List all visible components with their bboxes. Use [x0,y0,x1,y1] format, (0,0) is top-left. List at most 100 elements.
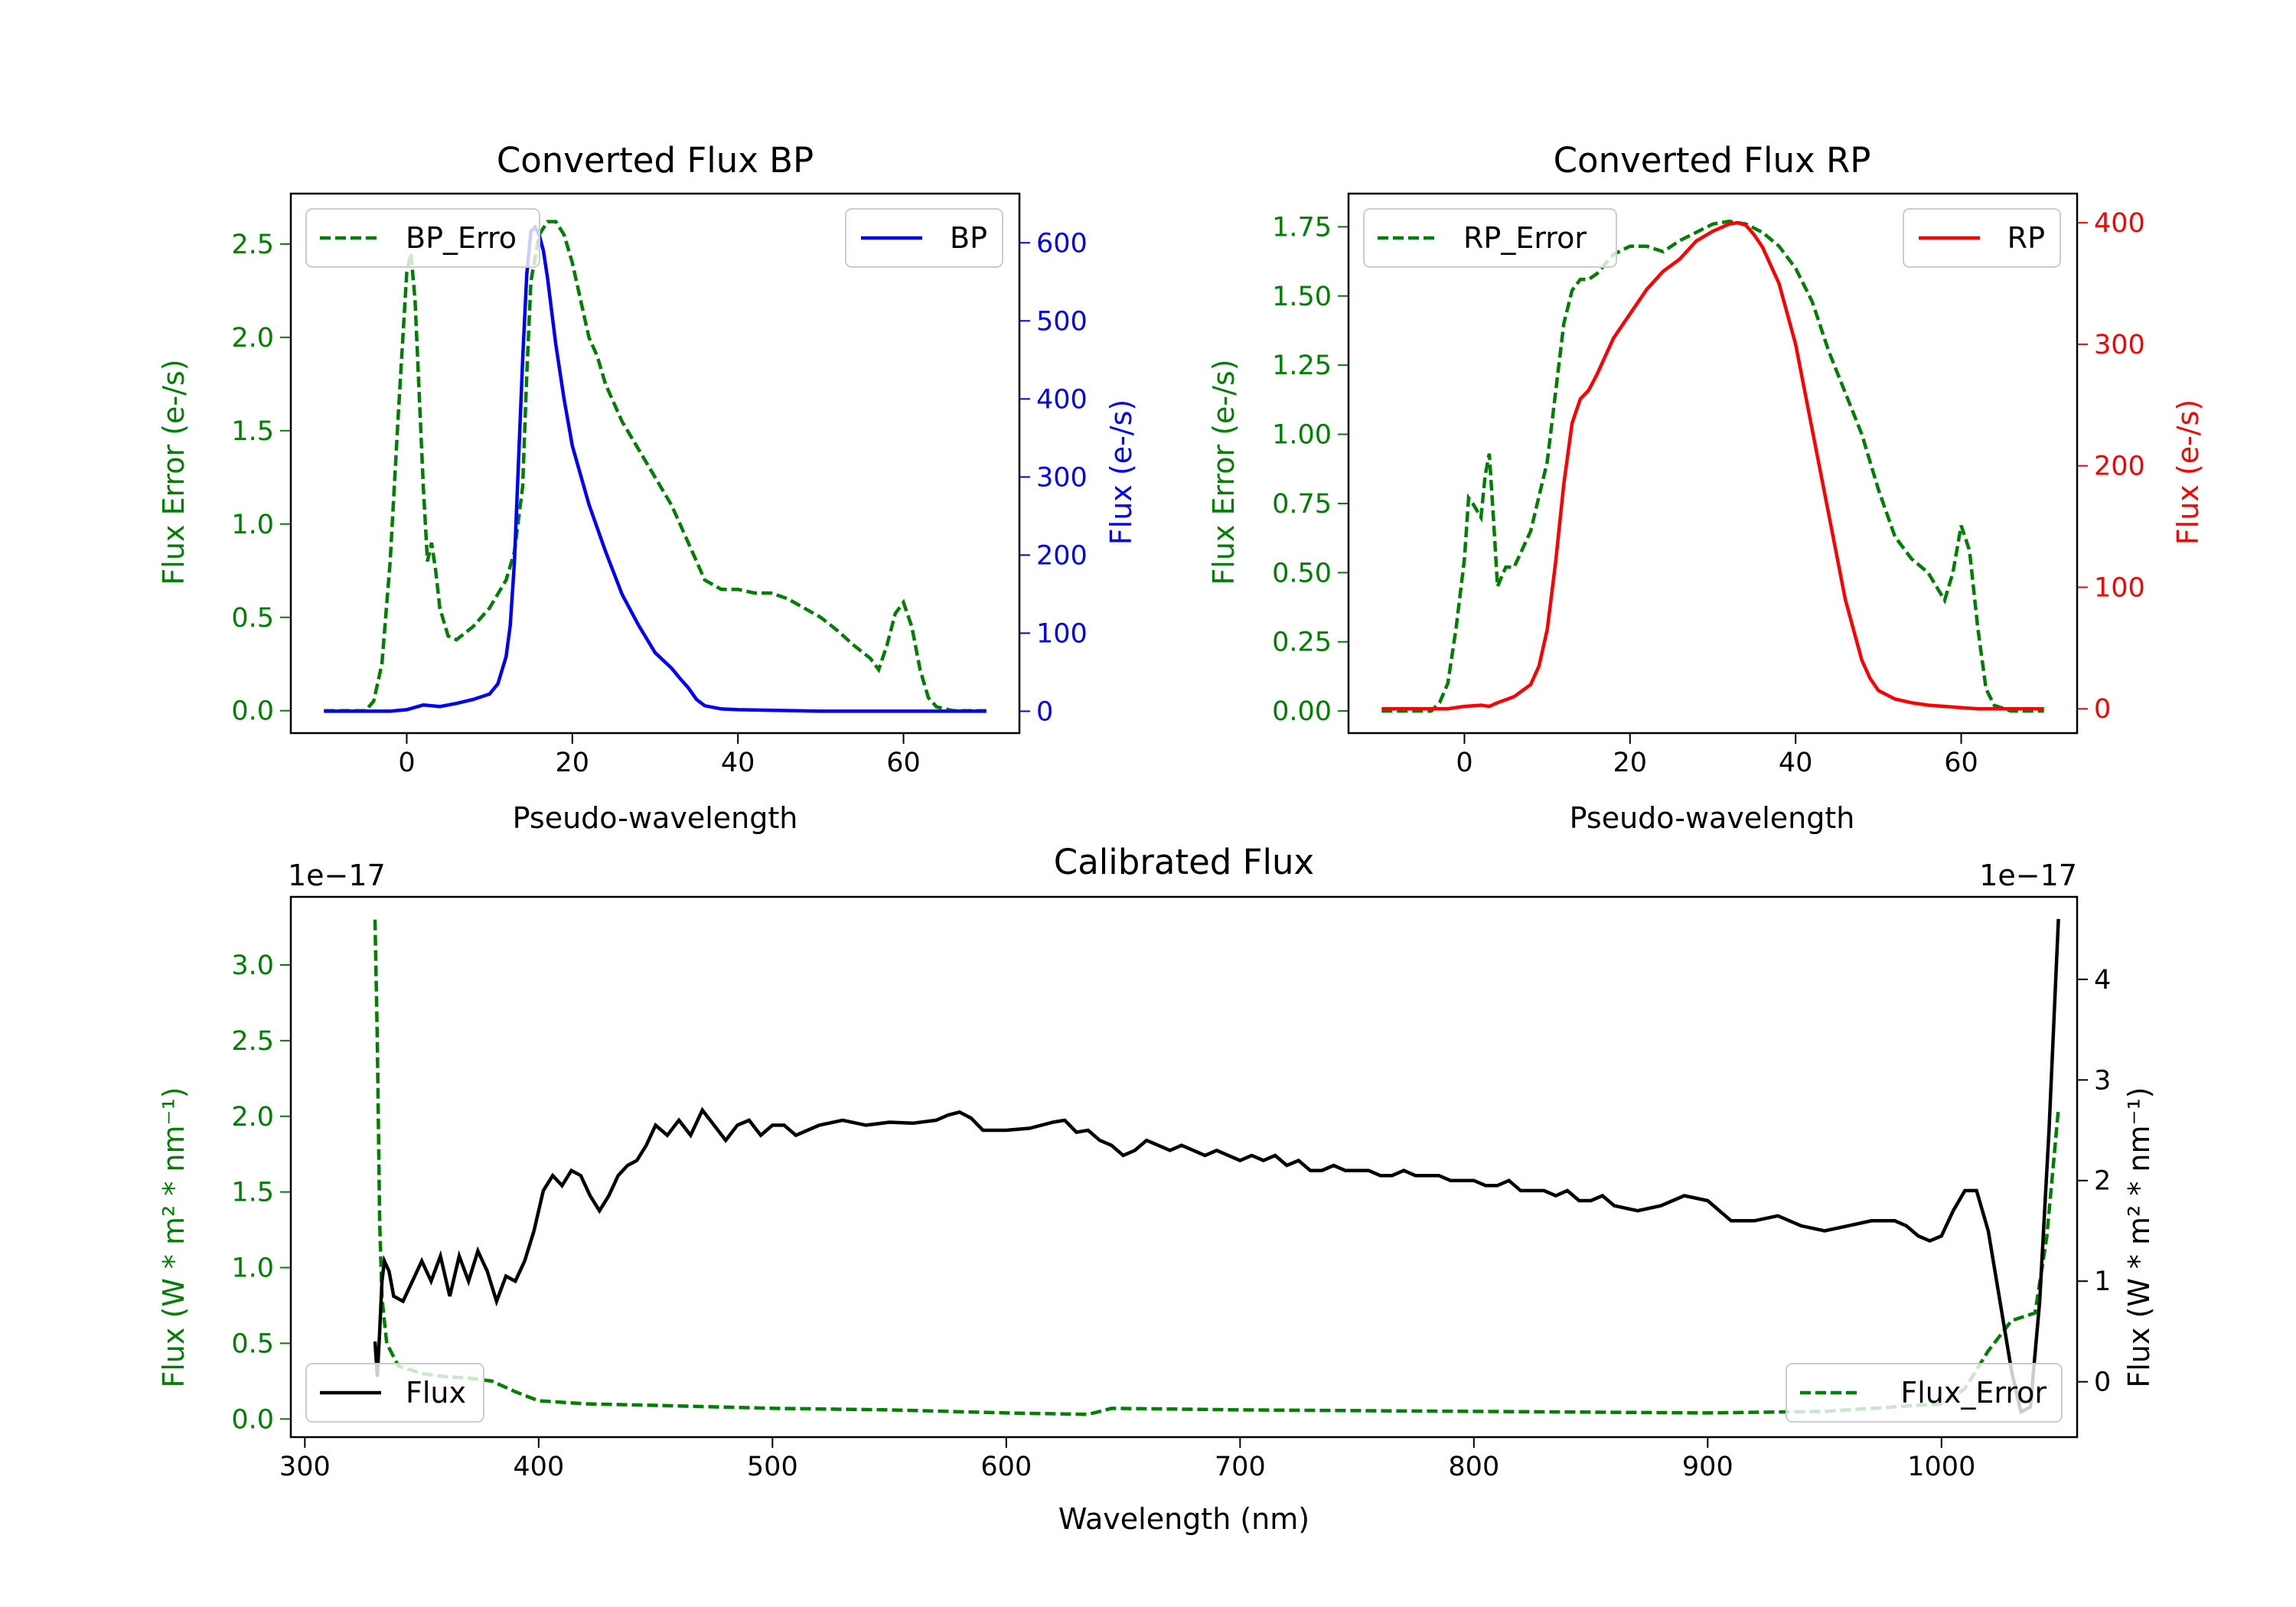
cal-legend-error: Flux_Error [1786,1363,2063,1423]
cal-legend-flux: Flux [305,1363,484,1423]
cal-x-tick: 600 [980,1437,1032,1482]
rp-legend-flux: RP [1903,208,2061,268]
rp-left-y-tick: 1.50 [1272,282,1349,312]
rp-error-line [1381,219,2044,713]
cal-right-ylabel: Flux (W * m² * nm⁻¹) [2122,1087,2156,1387]
bp-right-y-tick: 500 [1019,306,1088,337]
cal-x-tick: 800 [1448,1437,1499,1482]
rp-right-y-tick-label: 300 [2094,330,2145,360]
bp-axes-frame [289,192,1021,735]
bp-right-y-tick-label: 0 [1036,696,1053,727]
bp-right-y-tick-label: 300 [1036,462,1088,493]
rp-right-y-tick-label: 400 [2094,208,2145,239]
cal-right-y-tick-label: 0 [2094,1367,2111,1398]
bp-right-y-tick: 600 [1019,228,1088,259]
bp-right-y-tick-label: 500 [1036,306,1088,337]
rp-right-y-tick-label: 0 [2094,694,2111,725]
bp-left-y-tick-label: 0.0 [231,696,274,727]
bp-right-ylabel: Flux (e-/s) [1104,399,1138,545]
bp-left-ylabel: Flux Error (e-/s) [157,359,191,585]
bp-legend-flux-box [845,208,1003,268]
cal-x-tick: 1000 [1907,1437,1975,1482]
rp-right-y-tick: 400 [2077,208,2145,239]
bp-right-y-tick-label: 200 [1036,540,1088,571]
cal-x-tick-label: 800 [1448,1452,1499,1482]
rp-legend-error-label: RP_Error [1463,221,1587,255]
cal-flux-line [373,918,2060,1415]
rp-x-tick-label: 60 [1944,748,1978,778]
bp-error-line [324,220,987,712]
bp-right-y-tick: 0 [1019,696,1053,727]
cal-left-y-tick-label: 0.0 [231,1404,274,1435]
cal-left-ylabel-group: Flux (W * m² * nm⁻¹) [157,1087,191,1387]
rp-left-y-ticks: 0.00 0.25 0.50 0.75 1.00 1.25 1.50 1.75 [1272,212,1349,727]
rp-left-y-tick-label: 0.00 [1272,696,1332,727]
bp-left-y-tick-label: 0.5 [231,603,274,634]
panel-rp: Flux Error (e-/s) Flux (e-/s) Converted … [1207,140,2205,835]
cal-left-y-tick: 1.5 [231,1178,291,1208]
rp-legend-flux-box [1903,208,2061,268]
rp-right-y-tick-label: 100 [2094,572,2145,603]
cal-x-tick: 300 [279,1437,331,1482]
bp-right-y-tick-label: 600 [1036,228,1088,259]
rp-right-y-tick-label: 200 [2094,451,2145,482]
rp-left-y-tick-label: 1.75 [1272,212,1332,243]
bp-left-y-tick: 0.5 [231,603,291,634]
cal-x-tick-label: 500 [747,1452,798,1482]
rp-left-y-tick-label: 0.25 [1272,627,1332,658]
cal-left-y-tick: 2.0 [231,1102,291,1133]
rp-right-y-tick: 100 [2077,572,2145,603]
rp-left-y-tick: 0.75 [1272,489,1349,520]
rp-left-y-tick: 0.25 [1272,627,1349,658]
bp-left-ylabel-group: Flux Error (e-/s) [157,359,191,585]
cal-x-tick-label: 400 [513,1452,564,1482]
rp-right-y-tick: 300 [2077,330,2145,360]
cal-right-y-tick-label: 1 [2094,1266,2111,1297]
cal-x-tick: 400 [513,1437,564,1482]
bp-right-y-tick-label: 400 [1036,384,1088,415]
cal-left-offset-label: 1e−17 [288,859,386,892]
rp-right-y-tick: 0 [2077,694,2111,725]
bp-x-tick: 40 [721,733,755,778]
cal-x-tick-label: 600 [980,1452,1032,1482]
cal-right-y-tick: 3 [2077,1065,2111,1096]
cal-x-tick: 500 [747,1437,798,1482]
bp-title: Converted Flux BP [497,140,814,181]
rp-left-y-tick-label: 0.50 [1272,558,1332,588]
rp-left-y-tick-label: 1.25 [1272,350,1332,381]
bp-left-y-tick-label: 1.5 [231,416,274,447]
rp-left-y-tick-label: 1.50 [1272,282,1332,312]
bp-x-tick: 0 [398,733,416,778]
cal-left-y-tick-label: 2.0 [231,1102,274,1133]
bp-left-y-tick: 0.0 [231,696,291,727]
cal-right-y-tick-label: 2 [2094,1166,2111,1197]
cal-left-y-tick-label: 1.5 [231,1178,274,1208]
cal-right-y-tick: 0 [2077,1367,2111,1398]
cal-right-y-tick: 1 [2077,1266,2111,1297]
rp-right-y-tick: 200 [2077,451,2145,482]
cal-left-y-tick: 0.5 [231,1328,291,1359]
rp-left-y-tick: 1.75 [1272,212,1349,243]
rp-legend-error: RP_Error [1363,208,1617,268]
bp-left-y-tick: 2.5 [231,230,291,260]
rp-left-y-tick: 0.00 [1272,696,1349,727]
cal-left-y-tick: 2.5 [231,1026,291,1057]
cal-legend-error-label: Flux_Error [1900,1376,2047,1410]
rp-x-tick-label: 40 [1779,748,1813,778]
rp-x-tick: 0 [1456,733,1473,778]
cal-xlabel: Wavelength (nm) [1058,1502,1309,1536]
cal-left-ylabel: Flux (W * m² * nm⁻¹) [157,1087,191,1387]
rp-x-tick: 60 [1944,733,1978,778]
cal-right-y-tick-label: 4 [2094,965,2111,996]
rp-x-tick: 40 [1779,733,1813,778]
bp-legend-error-label: BP_Erro [406,221,517,255]
cal-left-y-tick: 3.0 [231,950,291,981]
bp-legend-flux: BP [845,208,1003,268]
rp-left-y-tick: 1.00 [1272,420,1349,451]
cal-axes-frame [289,895,2079,1439]
bp-x-tick-label: 40 [721,748,755,778]
bp-left-y-tick-label: 2.0 [231,323,274,354]
rp-flux-line [1381,220,2044,711]
cal-x-tick-label: 900 [1682,1452,1733,1482]
